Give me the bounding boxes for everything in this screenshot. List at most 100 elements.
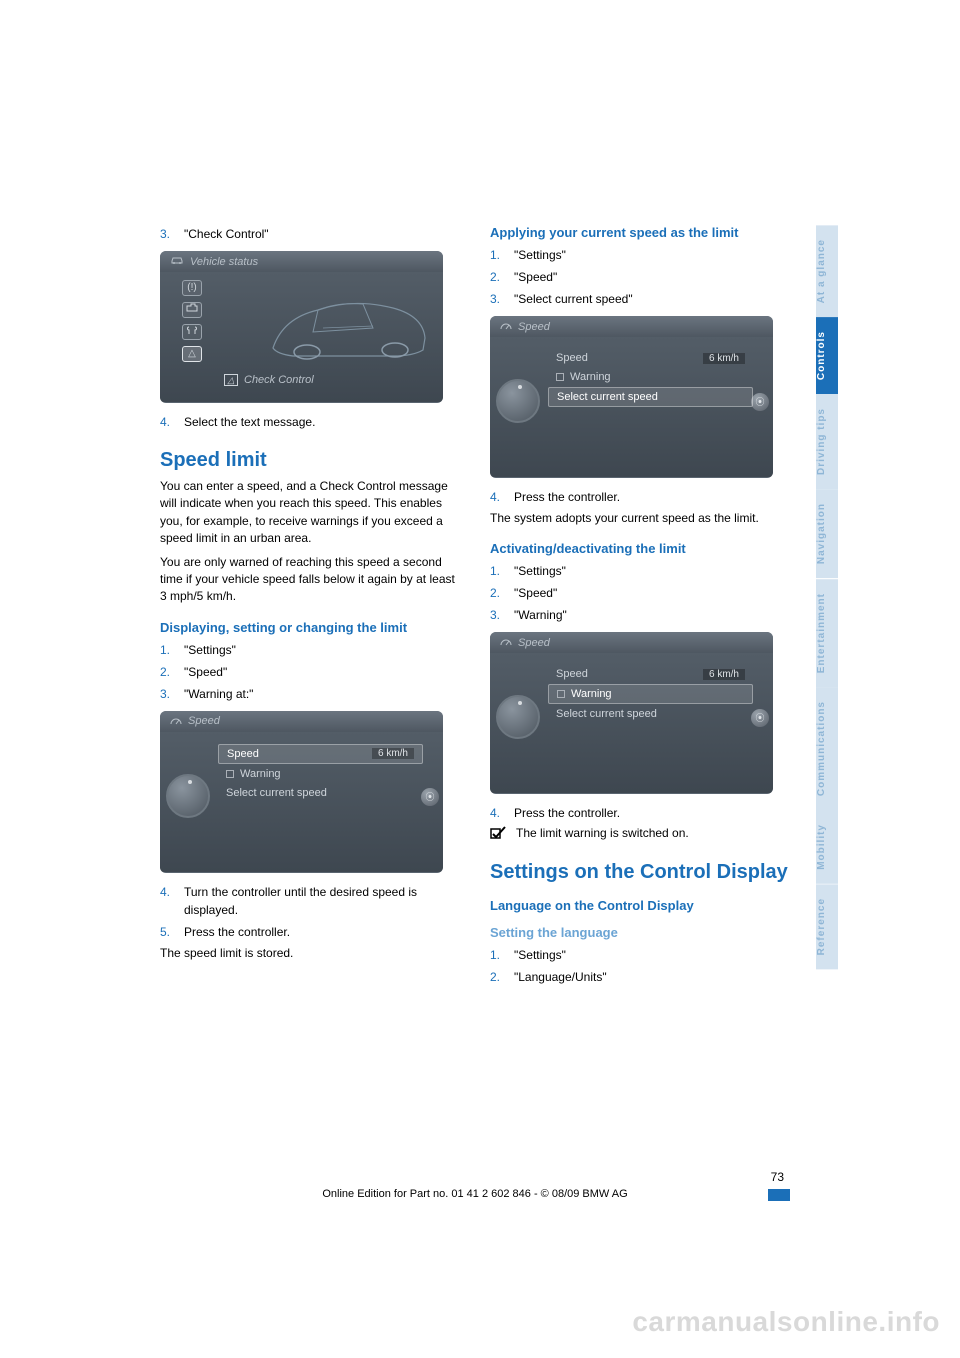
- list-text: "Speed": [514, 584, 790, 602]
- heading-applying-speed: Applying your current speed as the limit: [490, 225, 790, 240]
- menu-row-speed: Speed 6 km/h: [218, 744, 423, 764]
- list-number: 1.: [490, 562, 514, 580]
- screenshot-header: Vehicle status: [160, 251, 443, 272]
- tab-driving-tips[interactable]: Driving tips: [816, 394, 838, 489]
- list-item: 3. "Warning": [490, 606, 790, 624]
- paragraph: The speed limit is stored.: [160, 945, 460, 962]
- screenshot-header: Speed: [490, 632, 773, 653]
- list-item: 2. "Speed": [490, 584, 790, 602]
- list-text: "Settings": [514, 946, 790, 964]
- tab-mobility[interactable]: Mobility: [816, 810, 838, 884]
- side-button-icon: ⦿: [751, 393, 769, 411]
- list-item: 1. "Settings": [490, 946, 790, 964]
- controller-knob: [166, 774, 210, 818]
- list-number: 2.: [490, 968, 514, 986]
- list-item: 4. Select the text message.: [160, 413, 460, 431]
- list-number: 4.: [160, 883, 184, 919]
- list-text: "Warning at:": [184, 685, 460, 703]
- screenshot-title: Speed: [518, 637, 550, 649]
- check-note: The limit warning is switched on.: [490, 826, 790, 843]
- list-text: "Check Control": [184, 225, 460, 243]
- list-item: 5. Press the controller.: [160, 923, 460, 941]
- triangle-icon: △: [224, 374, 238, 386]
- heading-displaying-limit: Displaying, setting or changing the limi…: [160, 620, 460, 635]
- list-number: 1.: [160, 641, 184, 659]
- list-text: "Settings": [514, 246, 790, 264]
- footer-text: Online Edition for Part no. 01 41 2 602 …: [160, 1188, 790, 1200]
- screenshot-menu-label: △ Check Control: [224, 374, 314, 386]
- list-text: Select the text message.: [184, 413, 460, 431]
- list-item: 1. "Settings": [490, 246, 790, 264]
- menu-row-select-speed: Select current speed: [548, 705, 753, 723]
- menu-row-warning: Warning: [218, 765, 423, 783]
- list-item: 3. "Warning at:": [160, 685, 460, 703]
- list-number: 4.: [490, 804, 514, 822]
- list-item: 3. "Check Control": [160, 225, 460, 243]
- menu-row-speed: Speed 6 km/h: [548, 349, 753, 367]
- screenshot-select-current-speed: Speed ⦿ Speed 6 km/h Warning: [490, 316, 773, 478]
- side-tabs: At a glance Controls Driving tips Naviga…: [816, 225, 838, 969]
- warning-icon: △: [182, 346, 202, 362]
- screenshot-title: Vehicle status: [190, 256, 258, 268]
- tab-communications[interactable]: Communications: [816, 687, 838, 810]
- tpm-icon: (!): [182, 280, 202, 296]
- heading-speed-limit: Speed limit: [160, 449, 460, 472]
- list-number: 1.: [490, 946, 514, 964]
- list-text: Turn the controller until the desired sp…: [184, 883, 460, 919]
- list-item: 1. "Settings": [490, 562, 790, 580]
- tab-at-a-glance[interactable]: At a glance: [816, 225, 838, 317]
- menu-row-warning: Warning: [548, 684, 753, 704]
- list-item: 2. "Speed": [160, 663, 460, 681]
- screenshot-vehicle-status: Vehicle status (!) △: [160, 251, 443, 403]
- page-content: 3. "Check Control" Vehicle status (!): [160, 225, 790, 990]
- screenshot-speed-warning-at: Speed ⦿ Speed 6 km/h Warning: [160, 711, 443, 873]
- car-icon: [170, 255, 184, 268]
- list-text: "Settings": [184, 641, 460, 659]
- screenshot-menu: Speed 6 km/h Warning Select current spee…: [218, 744, 423, 803]
- left-column: 3. "Check Control" Vehicle status (!): [160, 225, 460, 990]
- checkbox-icon: [556, 373, 564, 381]
- menu-row-speed: Speed 6 km/h: [548, 665, 753, 683]
- list-text: "Speed": [514, 268, 790, 286]
- list-number: 4.: [490, 488, 514, 506]
- screenshot-title: Speed: [518, 321, 550, 333]
- list-text: Press the controller.: [514, 488, 790, 506]
- list-text: "Speed": [184, 663, 460, 681]
- list-number: 3.: [490, 606, 514, 624]
- gauge-icon: [500, 320, 512, 333]
- list-text: Press the controller.: [184, 923, 460, 941]
- car-wireframe: [263, 278, 433, 370]
- tab-entertainment[interactable]: Entertainment: [816, 579, 838, 687]
- side-button-icon: ⦿: [751, 709, 769, 727]
- page-number: 73: [771, 1170, 790, 1184]
- list-item: 2. "Speed": [490, 268, 790, 286]
- screenshot-header: Speed: [490, 316, 773, 337]
- gauge-icon: [170, 715, 182, 728]
- list-item: 1. "Settings": [160, 641, 460, 659]
- controller-knob: [496, 695, 540, 739]
- list-number: 1.: [490, 246, 514, 264]
- watermark: carmanualsonline.info: [632, 1306, 940, 1338]
- heading-activating-limit: Activating/deactivating the limit: [490, 541, 790, 556]
- right-column: Applying your current speed as the limit…: [490, 225, 790, 990]
- tab-reference[interactable]: Reference: [816, 884, 838, 969]
- list-number: 3.: [490, 290, 514, 308]
- heading-language: Language on the Control Display: [490, 898, 790, 913]
- menu-row-warning: Warning: [548, 368, 753, 386]
- gauge-icon: [500, 636, 512, 649]
- list-number: 2.: [160, 663, 184, 681]
- list-item: 2. "Language/Units": [490, 968, 790, 986]
- heading-setting-language: Setting the language: [490, 925, 790, 940]
- list-text: "Settings": [514, 562, 790, 580]
- list-item: 4. Turn the controller until the desired…: [160, 883, 460, 919]
- tab-navigation[interactable]: Navigation: [816, 489, 838, 578]
- engine-icon: [182, 302, 202, 318]
- service-icon: [182, 324, 202, 340]
- list-item: 4. Press the controller.: [490, 804, 790, 822]
- menu-row-select-speed: Select current speed: [548, 387, 753, 407]
- tab-controls[interactable]: Controls: [816, 317, 838, 394]
- paragraph: The system adopts your current speed as …: [490, 510, 790, 527]
- paragraph: You can enter a speed, and a Check Contr…: [160, 478, 460, 548]
- list-number: 2.: [490, 268, 514, 286]
- screenshot-warning-toggle: Speed ⦿ Speed 6 km/h Warning: [490, 632, 773, 794]
